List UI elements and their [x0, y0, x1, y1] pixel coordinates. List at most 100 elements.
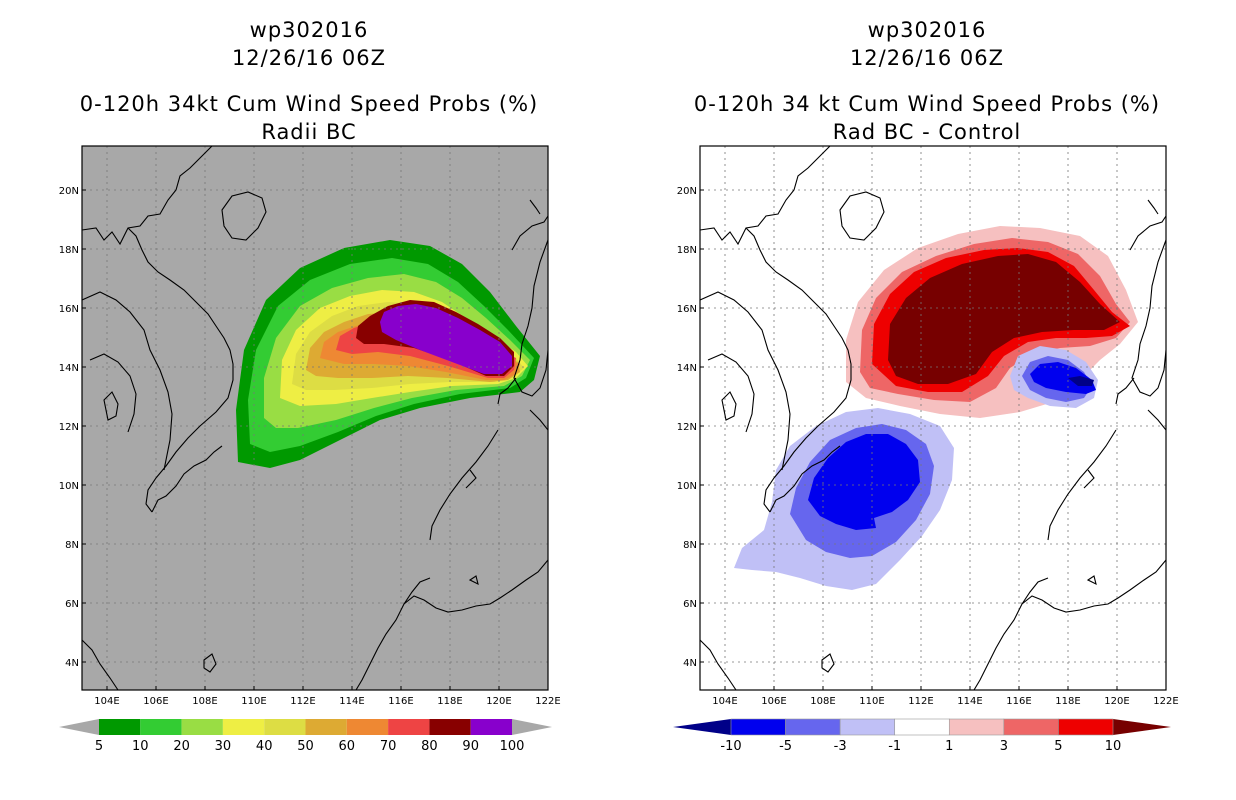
- right-lat-label: 10N: [677, 481, 697, 492]
- right-lat-label: 6N: [683, 599, 697, 610]
- left-lon-label: 108E: [192, 696, 217, 707]
- left-plot-title: 0-120h 34kt Cum Wind Speed Probs (%): [79, 92, 539, 116]
- left-lat-label: 20N: [59, 186, 79, 197]
- left-lon-label: 120E: [486, 696, 511, 707]
- right-lat-label: 4N: [683, 658, 697, 669]
- left-colorbar-swatch: [140, 719, 182, 735]
- left-colorbar-swatch: [222, 719, 265, 735]
- right-colorbar-label: 1: [945, 739, 953, 754]
- left-map: 20N 18N 16N 14N 12N 10N 8N 6N 4N 104E 106E 108E 110…: [59, 145, 561, 707]
- left-lon-label: 104E: [94, 696, 119, 707]
- right-storm-id: wp302016: [867, 18, 987, 42]
- left-colorbar-label: 90: [462, 739, 479, 754]
- left-lat-label: 4N: [65, 658, 79, 669]
- right-plot-subtitle: Rad BC - Control: [832, 120, 1022, 144]
- left-lon-label: 118E: [437, 696, 462, 707]
- left-plot-subtitle: Radii BC: [261, 120, 357, 144]
- right-map-background: [700, 146, 1166, 690]
- right-colorbar-label: 5: [1054, 739, 1062, 754]
- left-lon-label: 110E: [241, 696, 266, 707]
- right-colorbar-label: -5: [779, 739, 792, 754]
- left-lat-label: 14N: [59, 363, 79, 374]
- left-lon-label: 122E: [535, 696, 560, 707]
- right-lat-label: 16N: [677, 304, 697, 315]
- left-colorbar-label: 100: [500, 739, 525, 754]
- right-map: 20N 18N 16N 14N 12N 10N 8N 6N 4N 104E 106E 108E 110…: [677, 145, 1179, 707]
- right-colorbar: -10 -5 -3 -1 1 3 5 10: [673, 718, 1171, 754]
- left-colorbar-label: 70: [380, 739, 397, 754]
- left-storm-id: wp302016: [249, 18, 369, 42]
- right-lon-label: 110E: [859, 696, 884, 707]
- left-lat-labels: 20N 18N 16N 14N 12N 10N 8N 6N 4N: [59, 186, 86, 669]
- right-difference-field: [734, 226, 1138, 590]
- left-lat-label: 6N: [65, 599, 79, 610]
- right-colorbar-label: -1: [888, 739, 901, 754]
- right-lon-labels: 104E 106E 108E 110E 112E 114E 116E 118E 120E 122E: [712, 686, 1179, 707]
- left-map-frame: [81, 145, 549, 691]
- right-colorbar-swatch: [785, 718, 841, 736]
- left-colorbar-label: 5: [95, 739, 103, 754]
- right-plot-title: 0-120h 34 kt Cum Wind Speed Probs (%): [693, 92, 1161, 116]
- right-lat-label: 20N: [677, 186, 697, 197]
- left-colorbar-label: 40: [256, 739, 273, 754]
- left-colorbar-label: 20: [173, 739, 190, 754]
- left-colorbar: 5 10 20 30 40 50 60 70 80 90 100: [59, 719, 552, 754]
- right-colorbar-label: 10: [1105, 739, 1122, 754]
- right-colorbar-label: 3: [1000, 739, 1008, 754]
- left-colorbar-low-arrow: [59, 719, 99, 735]
- left-colorbar-swatch: [305, 719, 347, 735]
- left-lon-labels: 104E 106E 108E 110E 112E 114E 116E 118E 120E 122E: [94, 686, 561, 707]
- left-colorbar-swatch: [388, 719, 430, 735]
- left-lon-label: 114E: [339, 696, 364, 707]
- left-colorbar-swatch: [99, 719, 141, 735]
- right-lon-label: 104E: [712, 696, 737, 707]
- right-lon-label: 106E: [761, 696, 786, 707]
- left-lon-label: 116E: [388, 696, 413, 707]
- right-colorbar-swatch: [894, 718, 950, 736]
- left-lat-label: 10N: [59, 481, 79, 492]
- left-lat-label: 16N: [59, 304, 79, 315]
- left-colorbar-swatch: [346, 719, 389, 735]
- right-colorbar-label: -10: [720, 739, 741, 754]
- left-colorbar-swatch: [264, 719, 306, 735]
- right-map-frame: [699, 145, 1167, 691]
- right-colorbar-swatch: [1058, 718, 1114, 736]
- left-colorbar-label: 60: [339, 739, 356, 754]
- left-datetime: 12/26/16 06Z: [231, 46, 387, 70]
- left-colorbar-label: 80: [421, 739, 438, 754]
- left-colorbar-swatch: [181, 719, 223, 735]
- right-datetime: 12/26/16 06Z: [849, 46, 1005, 70]
- right-colorbar-label: -3: [834, 739, 847, 754]
- right-lon-label: 108E: [810, 696, 835, 707]
- left-colorbar-swatch: [429, 719, 471, 735]
- right-lon-label: 120E: [1104, 696, 1129, 707]
- right-lat-labels: 20N 18N 16N 14N 12N 10N 8N 6N 4N: [677, 186, 704, 669]
- right-lat-label: 14N: [677, 363, 697, 374]
- right-lat-label: 18N: [677, 245, 697, 256]
- left-colorbar-label: 10: [132, 739, 149, 754]
- right-lon-label: 116E: [1006, 696, 1031, 707]
- left-colorbar-label: 50: [297, 739, 314, 754]
- left-lon-label: 106E: [143, 696, 168, 707]
- right-colorbar-swatch: [948, 718, 1005, 736]
- right-lon-label: 118E: [1055, 696, 1080, 707]
- left-colorbar-high-arrow: [512, 719, 552, 735]
- left-probability-field: [236, 240, 540, 468]
- left-lon-label: 112E: [290, 696, 315, 707]
- right-colorbar-swatch: [730, 718, 786, 736]
- right-lon-label: 112E: [908, 696, 933, 707]
- left-colorbar-swatch: [470, 719, 512, 735]
- left-colorbar-label: 30: [215, 739, 232, 754]
- right-lon-label: 122E: [1153, 696, 1178, 707]
- right-colorbar-swatch: [839, 718, 896, 736]
- right-colorbar-swatch: [1003, 718, 1059, 736]
- right-lon-label: 114E: [957, 696, 982, 707]
- left-lat-label: 8N: [65, 540, 79, 551]
- right-colorbar-low-arrow: [673, 719, 731, 735]
- left-lat-label: 18N: [59, 245, 79, 256]
- left-lat-label: 12N: [59, 422, 79, 433]
- right-lat-label: 12N: [677, 422, 697, 433]
- right-colorbar-high-arrow: [1113, 719, 1171, 735]
- right-lat-label: 8N: [683, 540, 697, 551]
